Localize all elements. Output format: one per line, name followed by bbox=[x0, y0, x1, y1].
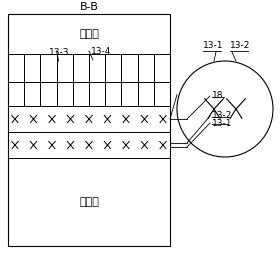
Text: 烟气出: 烟气出 bbox=[79, 29, 99, 39]
Text: 13-1: 13-1 bbox=[203, 41, 223, 50]
Text: 13-2: 13-2 bbox=[230, 41, 250, 50]
Text: 18: 18 bbox=[212, 92, 223, 101]
Text: 13-3: 13-3 bbox=[49, 48, 69, 57]
Text: 13-2: 13-2 bbox=[212, 111, 232, 120]
Text: B-B: B-B bbox=[80, 2, 99, 12]
Text: 13-4: 13-4 bbox=[91, 47, 111, 56]
Text: 13-1: 13-1 bbox=[212, 119, 232, 128]
Text: 烟气入: 烟气入 bbox=[79, 197, 99, 207]
Bar bbox=[8, 14, 170, 246]
